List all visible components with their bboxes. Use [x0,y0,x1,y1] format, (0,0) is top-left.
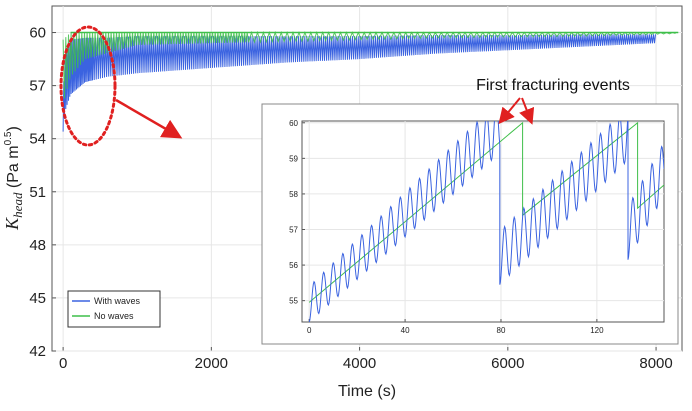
legend-label-with-waves: With waves [94,296,141,306]
y-axis-label-exponent: 0.5 [3,131,14,145]
legend-label-no-waves: No waves [94,311,134,321]
inset-plot-area [301,120,665,323]
y-tick-label: 51 [29,184,46,201]
inset-tick-labels: 0 40 80 120 55 56 57 58 59 60 [289,119,604,335]
y-axis-label-unit: (Pa m [5,145,22,192]
main-series-group [62,30,679,132]
y-tick-label: 42 [29,343,46,360]
inset-series-group [308,121,664,322]
first-fracturing-label: First fracturing events [476,77,630,94]
legend: With waves No waves [67,290,161,328]
highlight-ellipse [59,25,117,147]
inset-y-tick-label: 56 [289,261,298,270]
inset-y-tick-label: 57 [289,226,298,235]
inset-x-tick-label: 40 [401,326,410,335]
inset-x-tick-label: 0 [307,326,312,335]
x-tick-label: 4000 [343,355,376,372]
legend-box [67,290,161,328]
main-tick-labels: 0 2000 4000 6000 8000 42 45 48 51 54 57 60 [29,25,672,372]
fracture-arrow-1 [498,97,521,125]
inset-x-tick-label: 80 [497,326,506,335]
inset-y-tick-label: 60 [289,119,298,128]
inset-series-no-waves [308,121,664,303]
zoom-arrow [115,98,183,139]
x-axis-label: Time (s) [338,383,396,400]
x-tick-label: 0 [59,355,67,372]
svg-text:Khead (Pa m0.5): Khead (Pa m0.5) [2,126,25,231]
x-tick-label: 2000 [195,355,228,372]
y-axis-label-close: ) [5,126,22,131]
inset-y-tick-label: 59 [289,154,298,163]
inset-series-with-waves [308,121,664,322]
y-tick-label: 57 [29,78,46,95]
x-tick-label: 8000 [639,355,672,372]
y-axis-label-symbol: K [2,217,22,231]
y-axis-label-subscript: head [10,192,25,218]
fracture-arrow-2 [519,97,535,125]
series-with-waves-line [62,34,656,132]
x-tick-label: 6000 [491,355,524,372]
y-tick-label: 54 [29,131,46,148]
inset-x-tick-label: 120 [590,326,604,335]
inset-y-tick-label: 55 [289,297,298,306]
y-axis-label: Khead (Pa m0.5) [2,126,25,231]
inset-y-tick-label: 58 [289,190,298,199]
y-tick-label: 60 [29,25,46,42]
y-tick-label: 45 [29,290,46,307]
y-tick-label: 48 [29,237,46,254]
